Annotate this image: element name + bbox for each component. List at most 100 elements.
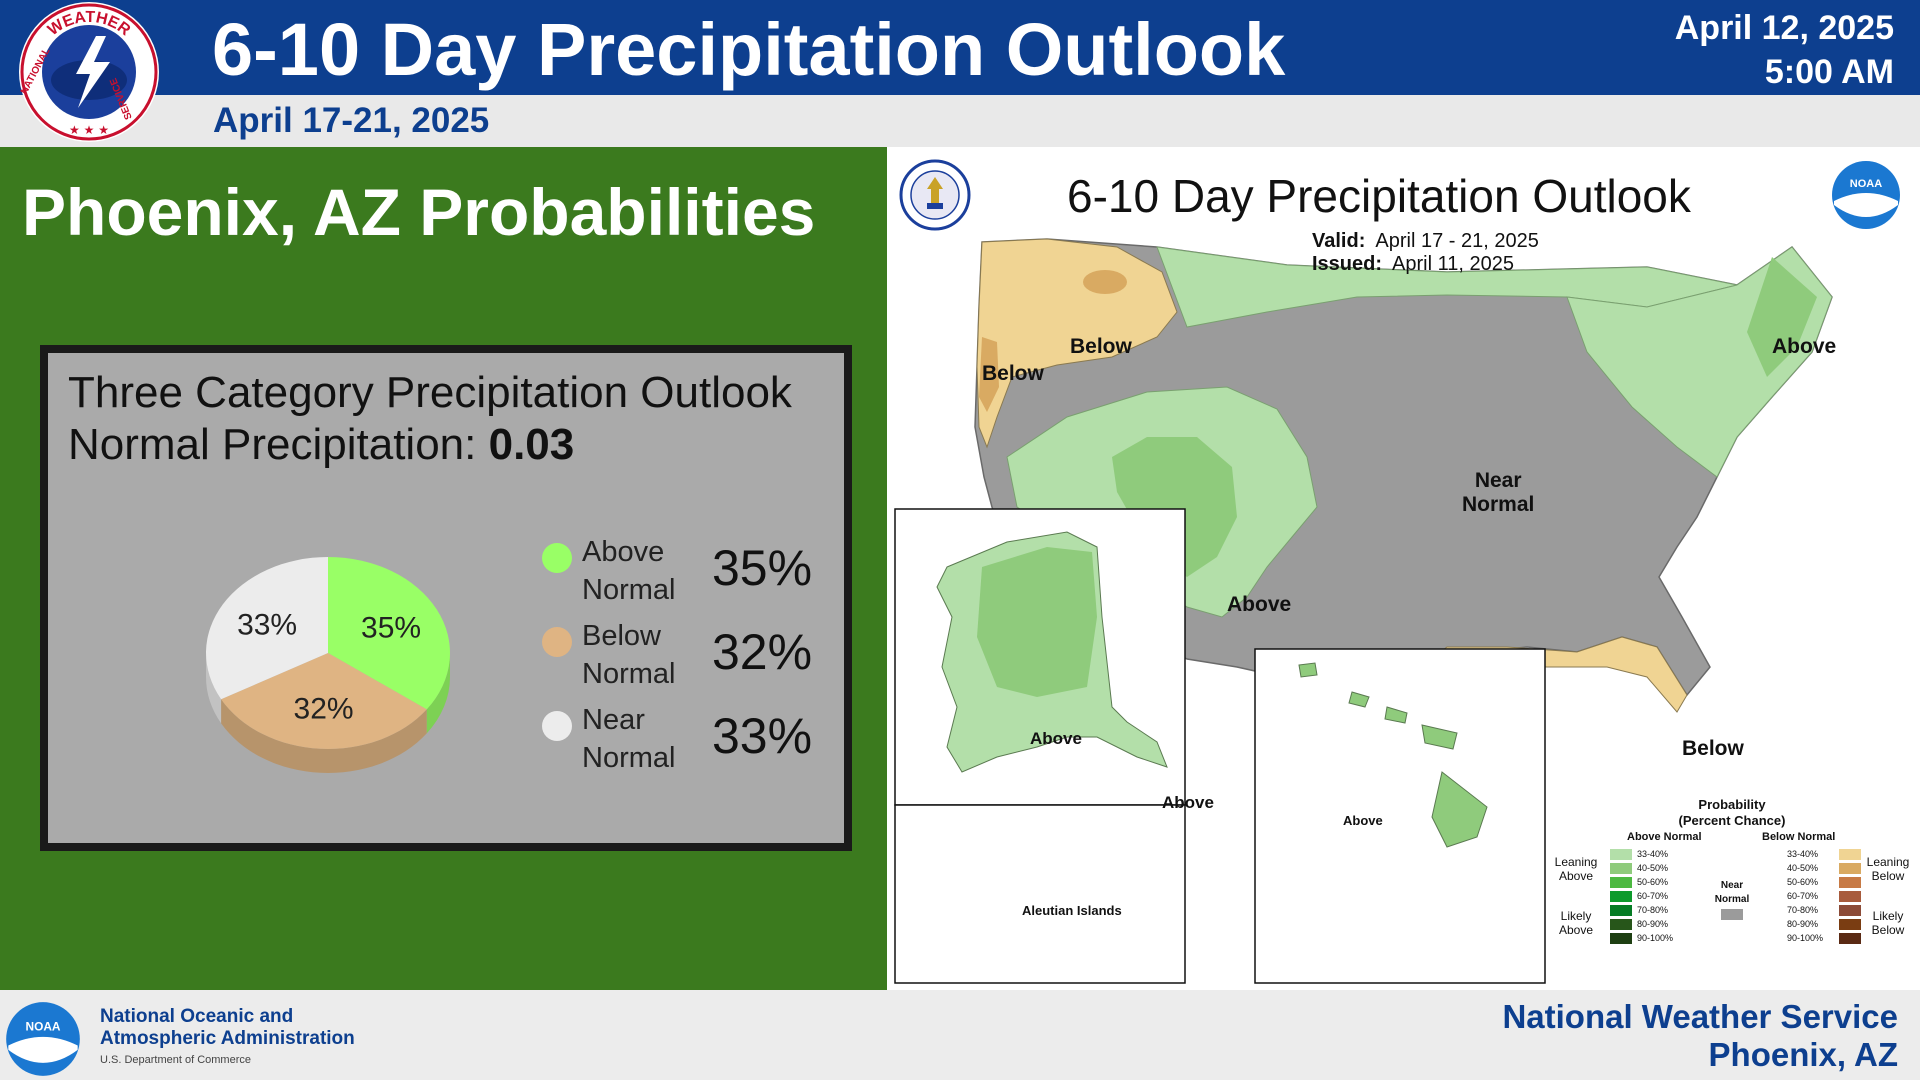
map-legend-below-bin-4: 70-80% — [1787, 905, 1819, 915]
pie-slice-below-normal — [221, 653, 427, 749]
map-legend-below-bin-1: 40-50% — [1787, 863, 1819, 873]
normal-precip-line: Normal Precipitation: 0.03 — [68, 419, 574, 471]
legend-below-swatch — [542, 627, 572, 657]
map-legend-below-bin-6: 90-100% — [1787, 933, 1824, 943]
map-label-below-west: Below — [982, 362, 1044, 385]
footer-org-line1: National Oceanic and — [100, 1006, 294, 1027]
footer-org-line2: Atmospheric Administration — [100, 1028, 355, 1049]
map-label-near-normal: Near Normal — [1462, 469, 1535, 516]
pie-chart: 35% 32% 33% — [206, 557, 450, 773]
map-legend-near-swatch — [1721, 909, 1743, 920]
map-legend: Probability (Percent Chance) Above Norma… — [1552, 797, 1912, 985]
map-legend-leaning-above: Leaning Above — [1554, 855, 1598, 883]
issue-date: April 12, 2025 — [1674, 9, 1894, 47]
map-legend-above-bin-0: 33-40% — [1637, 849, 1669, 859]
location-title: Phoenix, AZ Probabilities — [22, 175, 816, 249]
legend-below: Below Normal 32% — [542, 617, 832, 697]
map-issued-value: April 11, 2025 — [1392, 253, 1514, 275]
map-label-aleutian: Aleutian Islands — [1022, 903, 1122, 918]
map-label-above-ak: Above — [1030, 729, 1082, 748]
map-legend-near-normal: Near Normal — [1714, 880, 1750, 905]
map-legend-above-swatch-4 — [1610, 905, 1632, 916]
footer-noaa-text: NOAA — [25, 1019, 60, 1033]
map-legend-above-bin-1: 40-50% — [1637, 863, 1669, 873]
hawaii-above-islands-area — [1298, 662, 1488, 848]
subheader-bar — [0, 95, 1920, 147]
legend-near: Near Normal 33% — [542, 701, 832, 781]
alaska-above-darker-area — [977, 547, 1097, 697]
probability-box: Three Category Precipitation Outlook Nor… — [40, 345, 852, 851]
map-legend-likely-below: Likely Below — [1871, 909, 1905, 937]
map-legend-below-swatch-1 — [1839, 863, 1861, 874]
pie-slice-side-above-normal — [426, 653, 450, 734]
legend-below-label: Below Normal — [582, 620, 676, 690]
map-label-below-fl: Below — [1682, 737, 1744, 760]
map-legend-above-swatch-6 — [1610, 933, 1632, 944]
map-label-above-ne: Above — [1772, 335, 1837, 358]
map-legend-title2: (Percent Chance) — [1678, 813, 1786, 828]
issue-datetime: April 12, 2025 5:00 AM — [1675, 6, 1894, 94]
pie-label-above-normal: 35% — [361, 612, 421, 645]
legend-above: Above Normal 35% — [542, 533, 832, 613]
map-legend-below-bin-2: 50-60% — [1787, 877, 1819, 887]
pie-slice-side-near-normal — [206, 653, 222, 724]
issue-time: 5:00 AM — [1764, 53, 1894, 91]
above-ne-darker-area — [1747, 257, 1817, 377]
map-title: 6-10 Day Precipitation Outlook — [1067, 170, 1691, 222]
map-legend-above-bin-3: 60-70% — [1637, 891, 1669, 901]
footer-noaa-logo-icon: NOAA — [6, 1002, 80, 1076]
footer-bar — [0, 990, 1920, 1080]
footer-org-line3: U.S. Department of Commerce — [100, 1054, 251, 1066]
map-legend-below-swatch-2 — [1839, 877, 1861, 888]
footer-nws-line1: National Weather Service — [1502, 998, 1898, 1035]
map-legend-below-bin-5: 80-90% — [1787, 919, 1819, 929]
pie-slice-near-normal — [206, 557, 328, 700]
valid-range: April 17-21, 2025 — [213, 101, 490, 140]
pie-slice-above-normal — [328, 557, 450, 710]
map-label-below-nw: Below — [1070, 335, 1132, 358]
legend-above-value: 35% — [712, 540, 813, 596]
svg-text:★ ★ ★: ★ ★ ★ — [69, 123, 109, 137]
map-legend-above-bin-5: 80-90% — [1637, 919, 1669, 929]
map-legend-above-swatch-2 — [1610, 877, 1632, 888]
map-legend-below-bin-0: 33-40% — [1787, 849, 1819, 859]
commerce-seal-icon — [899, 159, 971, 231]
legend-near-swatch — [542, 711, 572, 741]
header-bar — [0, 0, 1920, 95]
nws-logo: WEATHER NATIONAL SERVICE ★ ★ ★ — [19, 2, 159, 142]
footer-nws-line2: Phoenix, AZ — [1708, 1036, 1898, 1073]
map-label-above-ak-se: Above — [1162, 793, 1214, 812]
pie-slice-side-below-normal — [221, 699, 427, 773]
map-legend-below-swatch-5 — [1839, 919, 1861, 930]
map-valid-label: Valid: — [1312, 230, 1366, 252]
outlook-map — [894, 238, 1833, 984]
above-sw-darker-area — [1112, 437, 1237, 577]
map-label-above-sw: Above — [1227, 593, 1292, 616]
page-title: 6-10 Day Precipitation Outlook — [212, 8, 1286, 91]
map-valid-value: April 17 - 21, 2025 — [1375, 230, 1539, 252]
map-issued-label: Issued: — [1312, 253, 1383, 275]
map-legend-below-swatch-6 — [1839, 933, 1861, 944]
map-legend-above-swatch-3 — [1610, 891, 1632, 902]
map-legend-above-bin-6: 90-100% — [1637, 933, 1674, 943]
map-legend-below-swatch-0 — [1839, 849, 1861, 860]
map-legend-above-swatch-5 — [1610, 919, 1632, 930]
map-valid-issued: Valid: April 17 - 21, 2025 Issued: April… — [1312, 230, 1539, 276]
noaa-seal-icon: NOAA — [1832, 161, 1900, 229]
map-legend-above-bin-4: 70-80% — [1637, 905, 1669, 915]
map-legend-above-header: Above Normal — [1627, 831, 1702, 843]
map-legend-above-swatch-1 — [1610, 863, 1632, 874]
map-legend-above-bin-2: 50-60% — [1637, 877, 1669, 887]
normal-precip-value: 0.03 — [488, 420, 575, 469]
map-legend-title1: Probability — [1698, 797, 1766, 812]
pie-label-below-normal: 32% — [294, 693, 354, 726]
map-legend-below-swatch-3 — [1839, 891, 1861, 902]
map-legend-above-swatch-0 — [1610, 849, 1632, 860]
map-legend-leaning-below: Leaning Below — [1866, 855, 1910, 883]
below-nw-area — [976, 238, 1178, 449]
legend-below-value: 32% — [712, 624, 813, 680]
map-label-above-hi: Above — [1343, 813, 1383, 828]
normal-precip-label: Normal Precipitation: — [68, 420, 477, 469]
map-legend-below-bin-3: 60-70% — [1787, 891, 1819, 901]
pie-label-near-normal: 33% — [237, 609, 297, 642]
